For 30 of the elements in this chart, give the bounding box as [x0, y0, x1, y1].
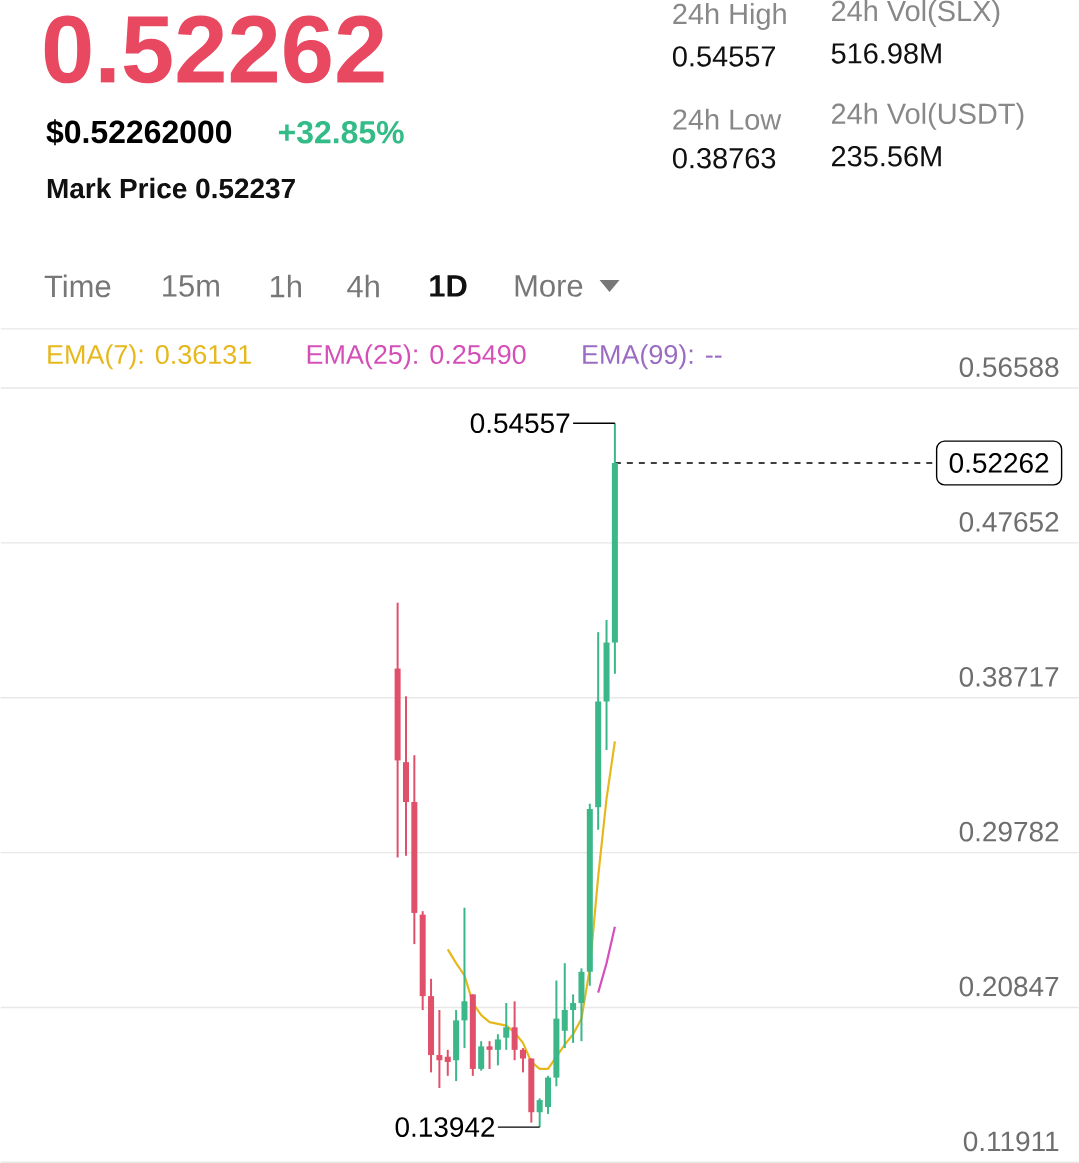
text: More — [515, 275, 583, 297]
text: Time — [44, 274, 111, 298]
text: Mark Price 0.52237 — [47, 177, 295, 199]
y-tick-label: 0.29782 — [959, 821, 1059, 842]
chart-subtitle: $0.52262000 — [46, 119, 231, 146]
annotation: 0.13942 — [395, 1117, 494, 1137]
text: EMA(25): 0.25490 — [307, 344, 526, 370]
text: 24h Vol(SLX) — [831, 0, 1000, 27]
chart-title: 0.52262 — [44, 15, 384, 84]
text: 24h Vol(USDT) — [831, 102, 1024, 130]
text: 24h High — [673, 2, 786, 30]
y-tick-label: 0.11911 — [963, 1131, 1059, 1152]
annotation: EMA(99): -- — [583, 344, 722, 370]
y-tick-label: 0.38717 — [959, 666, 1059, 687]
y-tick-label: 0.56588 — [959, 357, 1059, 377]
annotation: 0.54557 — [470, 413, 570, 434]
ref-line-label: 0.52262 — [949, 453, 1049, 473]
text: 15m — [162, 275, 219, 297]
text: 0.38763 — [672, 147, 776, 169]
y-tick-label: 0.20847 — [959, 976, 1059, 997]
text: EMA(7): 0.36131 — [48, 344, 251, 370]
text: 1D — [430, 275, 467, 297]
y-tick-label: 0.47652 — [959, 512, 1059, 532]
text: 0.54557 — [672, 46, 775, 67]
text: 516.98M — [831, 43, 941, 64]
text: +32.85% — [278, 120, 404, 144]
text: 4h — [346, 274, 379, 298]
text: 235.56M — [831, 145, 941, 167]
text: 1h — [270, 274, 301, 298]
text: 24h Low — [673, 108, 782, 130]
